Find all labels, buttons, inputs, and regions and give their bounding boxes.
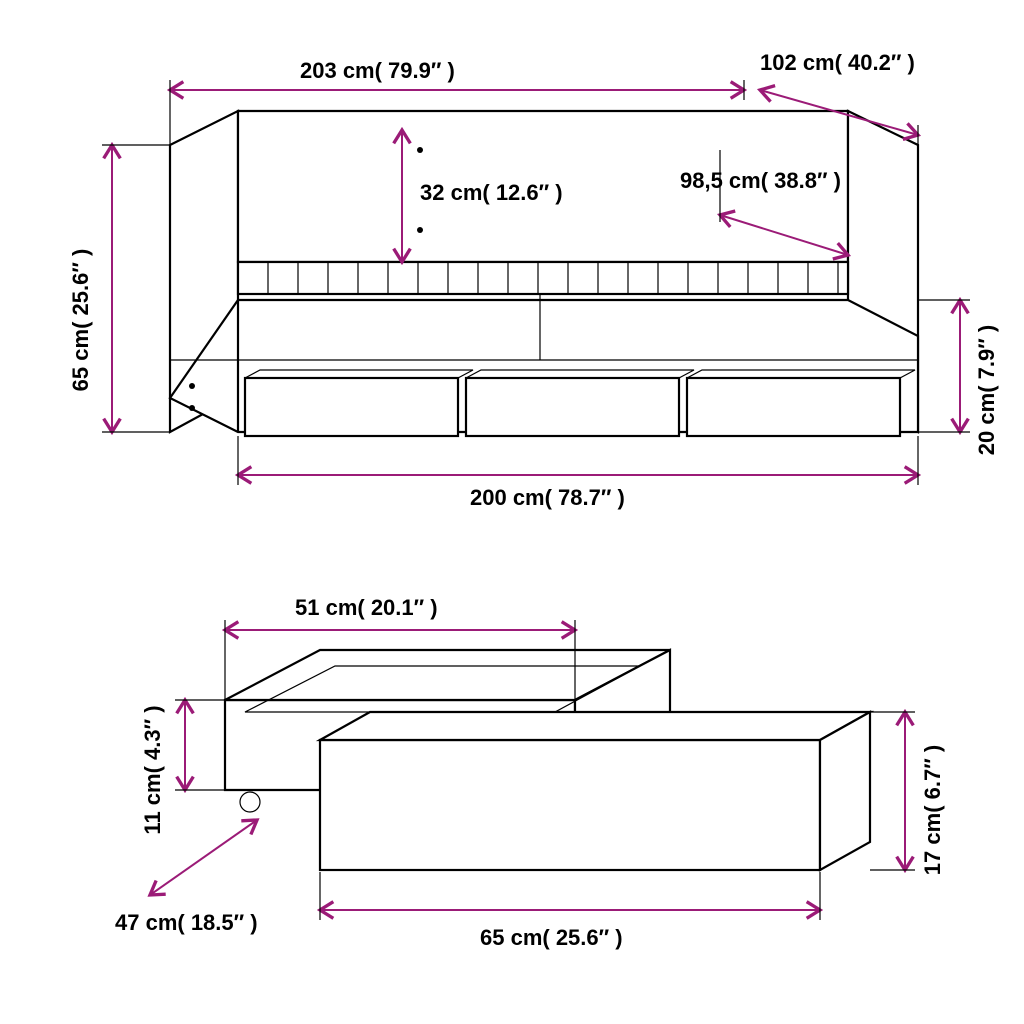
dim-back-height: 32 cm( 12.6″ ) <box>420 180 563 205</box>
dim-rail-height: 20 cm( 7.9″ ) <box>974 325 999 455</box>
dim-drawer-front-width: 65 cm( 25.6″ ) <box>480 925 623 950</box>
bed-diagram: 203 cm( 79.9″ ) 102 cm( 40.2″ ) 65 cm( 2… <box>68 50 999 510</box>
dim-bed-height: 65 cm( 25.6″ ) <box>68 249 93 392</box>
dim-drawer-front-height: 17 cm( 6.7″ ) <box>920 745 945 875</box>
dim-drawer-inner-height: 11 cm( 4.3″ ) <box>140 705 165 834</box>
dim-bed-width: 203 cm( 79.9″ ) <box>300 58 455 83</box>
drawer-diagram: 51 cm( 20.1″ ) 11 cm( 4.3″ ) 47 cm( 18.5… <box>115 595 945 950</box>
dim-slat-length: 200 cm( 78.7″ ) <box>470 485 625 510</box>
dim-drawer-depth: 47 cm( 18.5″ ) <box>115 910 258 935</box>
dim-bed-depth: 102 cm( 40.2″ ) <box>760 50 915 75</box>
dim-drawer-inner-width: 51 cm( 20.1″ ) <box>295 595 438 620</box>
dim-inner-width: 98,5 cm( 38.8″ ) <box>680 168 841 193</box>
